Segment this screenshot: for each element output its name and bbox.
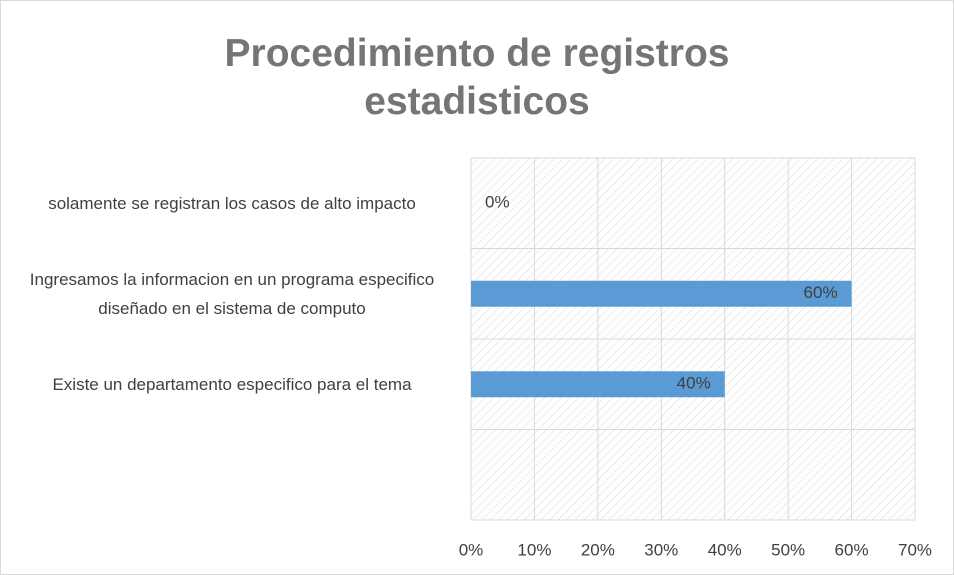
y-tick-label: Existe un departamento especifico para e… — [52, 374, 412, 394]
x-tick-label: 30% — [644, 540, 678, 559]
x-tick-label: 40% — [708, 540, 742, 559]
bar — [471, 280, 852, 307]
y-tick-label: solamente se registran los casos de alto… — [48, 193, 416, 213]
data-label: 0% — [485, 193, 510, 212]
x-tick-label: 70% — [898, 540, 932, 559]
data-label: 60% — [804, 283, 838, 302]
y-tick-label: Ingresamos la informacion en un programa… — [29, 269, 435, 318]
x-tick-label: 60% — [835, 540, 869, 559]
x-tick-label: 50% — [771, 540, 805, 559]
x-tick-label: 0% — [459, 540, 484, 559]
x-tick-label: 10% — [517, 540, 551, 559]
x-tick-label: 20% — [581, 540, 615, 559]
data-label: 40% — [677, 374, 711, 393]
chart-title: Procedimiento de registros estadisticos — [224, 32, 730, 123]
bar — [471, 371, 725, 398]
